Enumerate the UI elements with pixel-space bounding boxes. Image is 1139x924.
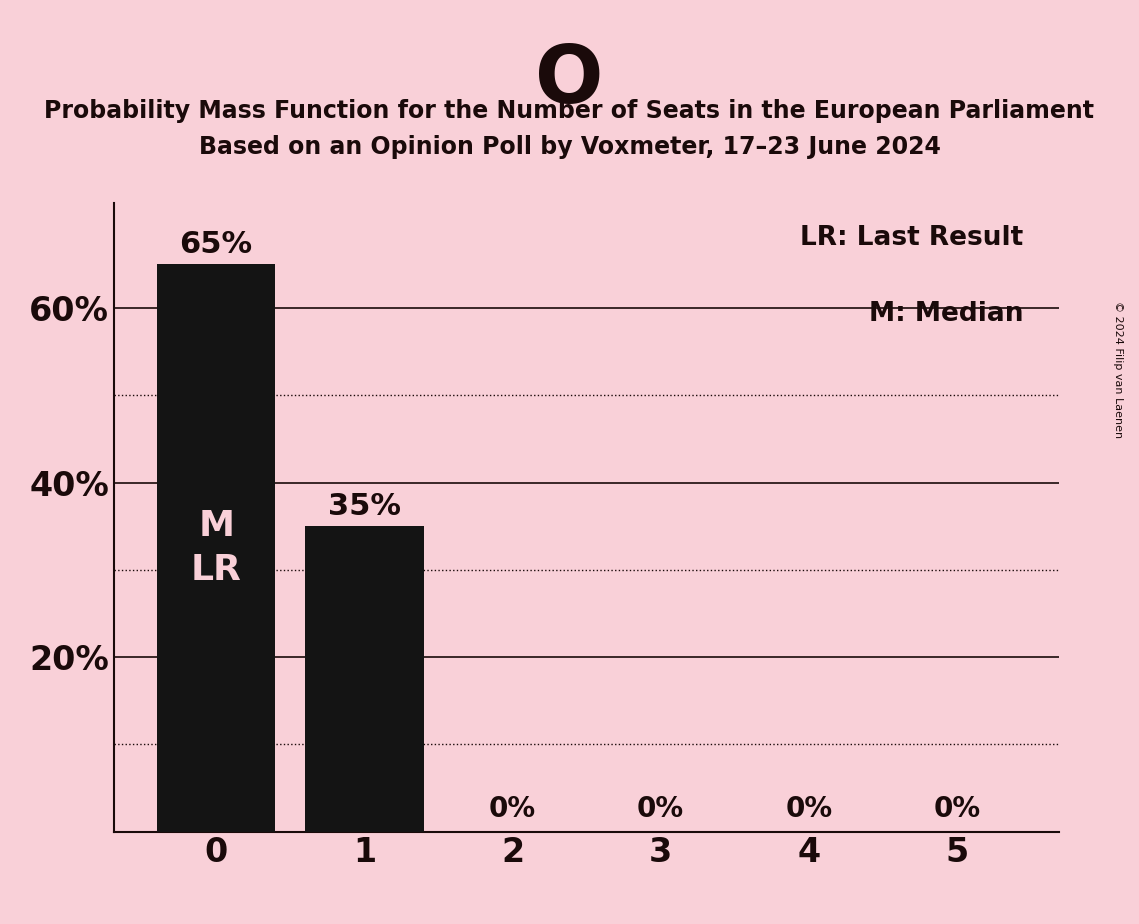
Text: 0%: 0% [637,795,685,823]
Bar [305,526,424,832]
Text: 65%: 65% [180,230,253,259]
Text: 35%: 35% [328,492,401,521]
Text: M
LR: M LR [190,508,241,588]
Text: 0%: 0% [934,795,981,823]
Text: M: Median: M: Median [869,300,1024,327]
Text: Based on an Opinion Poll by Voxmeter, 17–23 June 2024: Based on an Opinion Poll by Voxmeter, 17… [198,135,941,159]
Text: 0%: 0% [489,795,536,823]
Text: O: O [535,42,604,119]
Text: 0%: 0% [785,795,833,823]
Bar [157,264,276,832]
Text: Probability Mass Function for the Number of Seats in the European Parliament: Probability Mass Function for the Number… [44,99,1095,123]
Text: LR: Last Result: LR: Last Result [801,225,1024,251]
Text: © 2024 Filip van Laenen: © 2024 Filip van Laenen [1114,301,1123,438]
